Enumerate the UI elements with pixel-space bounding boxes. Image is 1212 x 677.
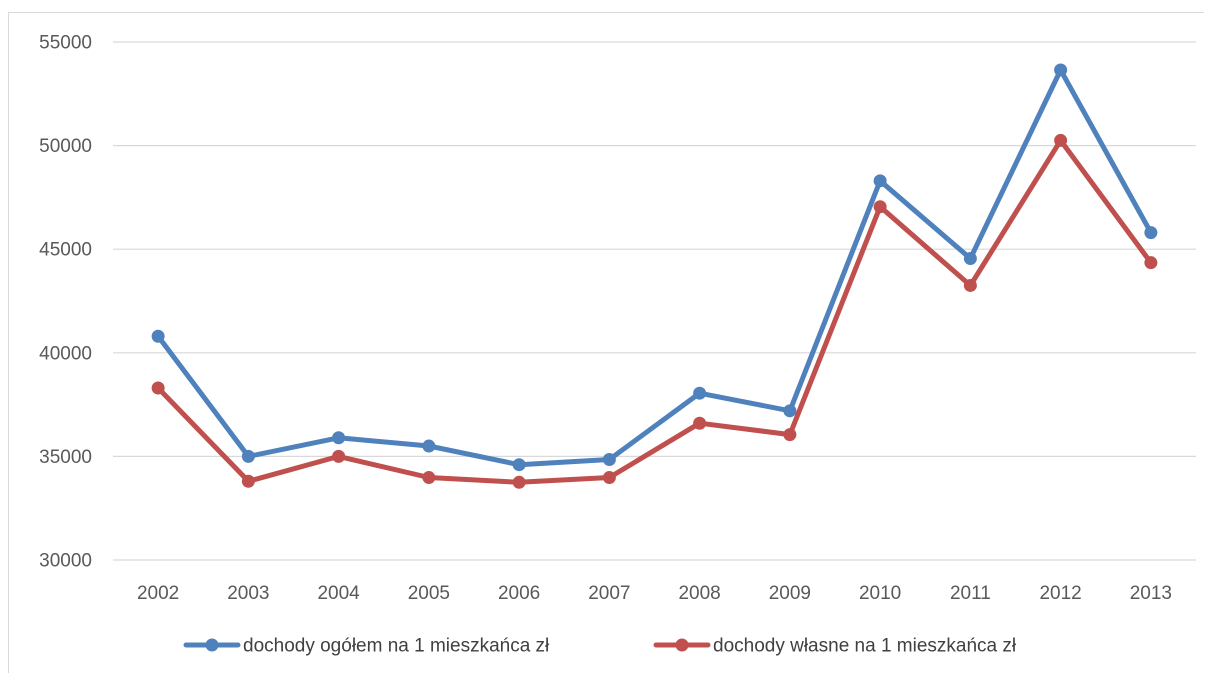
data-point <box>783 428 797 442</box>
x-tick-label: 2005 <box>408 583 450 604</box>
data-point <box>241 449 255 463</box>
legend-swatch-marker <box>675 638 689 652</box>
data-point <box>332 431 346 445</box>
legend: dochody ogółem na 1 mieszkańca zł dochod… <box>183 636 1017 657</box>
chart-frame <box>8 12 1204 673</box>
series-0 <box>151 63 1158 472</box>
data-point <box>241 474 255 488</box>
data-point <box>1144 256 1158 270</box>
x-tick-label: 2002 <box>137 583 179 604</box>
data-point <box>873 200 887 214</box>
data-point <box>151 381 165 395</box>
legend-label: dochody własne na 1 mieszkańca zł <box>713 636 1017 657</box>
y-tick-label: 30000 <box>39 551 92 572</box>
data-point <box>512 458 526 472</box>
data-point <box>422 439 436 453</box>
x-tick-label: 2007 <box>588 583 630 604</box>
y-tick-label: 50000 <box>39 136 92 157</box>
data-point <box>963 278 977 292</box>
data-point <box>422 471 436 485</box>
data-point <box>1054 63 1068 77</box>
data-point <box>1054 133 1068 147</box>
x-tick-label: 2011 <box>950 583 991 604</box>
x-tick-label: 2009 <box>769 583 811 604</box>
legend-swatch-marker <box>205 638 219 652</box>
y-tick-label: 45000 <box>39 240 92 261</box>
x-tick-label: 2013 <box>1130 583 1172 604</box>
data-point <box>602 471 616 485</box>
x-tick-label: 2006 <box>498 583 540 604</box>
series-line <box>155 67 1154 468</box>
series-1 <box>151 133 1158 489</box>
y-tick-label: 35000 <box>39 447 92 468</box>
legend-entry-1: dochody własne na 1 mieszkańca zł <box>653 636 1017 657</box>
data-point <box>1144 226 1158 240</box>
y-tick-label: 55000 <box>39 33 92 54</box>
series-layer <box>151 63 1158 489</box>
x-tick-label: 2004 <box>317 583 360 604</box>
x-tick-label: 2010 <box>859 583 901 604</box>
data-point <box>332 449 346 463</box>
gridlines <box>113 41 1196 561</box>
data-point <box>151 329 165 343</box>
x-tick-label: 2003 <box>227 583 269 604</box>
legend-label: dochody ogółem na 1 mieszkańca zł <box>243 636 550 657</box>
legend-entry-0: dochody ogółem na 1 mieszkańca zł <box>183 636 550 657</box>
data-point <box>963 252 977 266</box>
x-tick-label: 2012 <box>1039 583 1081 604</box>
data-point <box>783 404 797 418</box>
data-point <box>693 416 707 430</box>
data-point <box>693 386 707 400</box>
y-axis-labels: 30000 35000 40000 45000 50000 55000 <box>39 33 92 572</box>
data-point <box>602 453 616 467</box>
series-line <box>155 137 1154 485</box>
x-axis-labels: 2002 2003 2004 2005 2006 2007 2008 2009 2010 2011… <box>137 583 1172 604</box>
data-point <box>873 174 887 188</box>
y-tick-label: 40000 <box>39 343 92 364</box>
x-tick-label: 2008 <box>678 583 720 604</box>
data-point <box>512 475 526 489</box>
